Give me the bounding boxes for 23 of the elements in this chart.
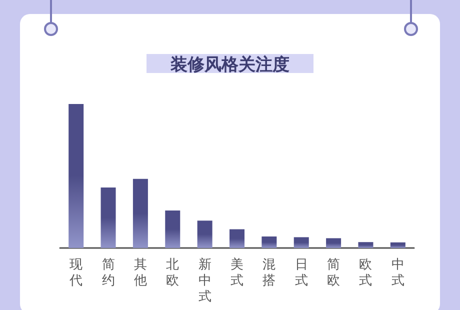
x-tick-label: 混搭: [262, 256, 276, 288]
x-tick-label: 欧式: [359, 256, 372, 288]
bar: [326, 238, 342, 248]
bar: [390, 242, 406, 248]
bar: [358, 242, 374, 248]
bar: [100, 188, 116, 248]
chart-title: 装修风格关注度: [170, 55, 290, 74]
bar: [262, 236, 277, 248]
x-tick-label: 北欧: [166, 256, 180, 288]
bar: [230, 229, 244, 248]
bar: [294, 237, 309, 248]
x-tick-label: 中式: [391, 256, 404, 288]
x-tick-label: 美式: [230, 256, 244, 288]
x-tick-label: 现代: [68, 256, 83, 288]
x-tick-label: 其他: [134, 256, 147, 288]
x-tick-label: 新中式: [198, 256, 212, 304]
bar: [165, 210, 180, 248]
x-tick-label: 简约: [102, 256, 115, 288]
bar: [68, 104, 84, 248]
bar: [132, 178, 148, 248]
x-tick-label: 日式: [294, 256, 308, 288]
bar: [197, 220, 212, 248]
x-tick-label: 简欧: [327, 256, 340, 288]
